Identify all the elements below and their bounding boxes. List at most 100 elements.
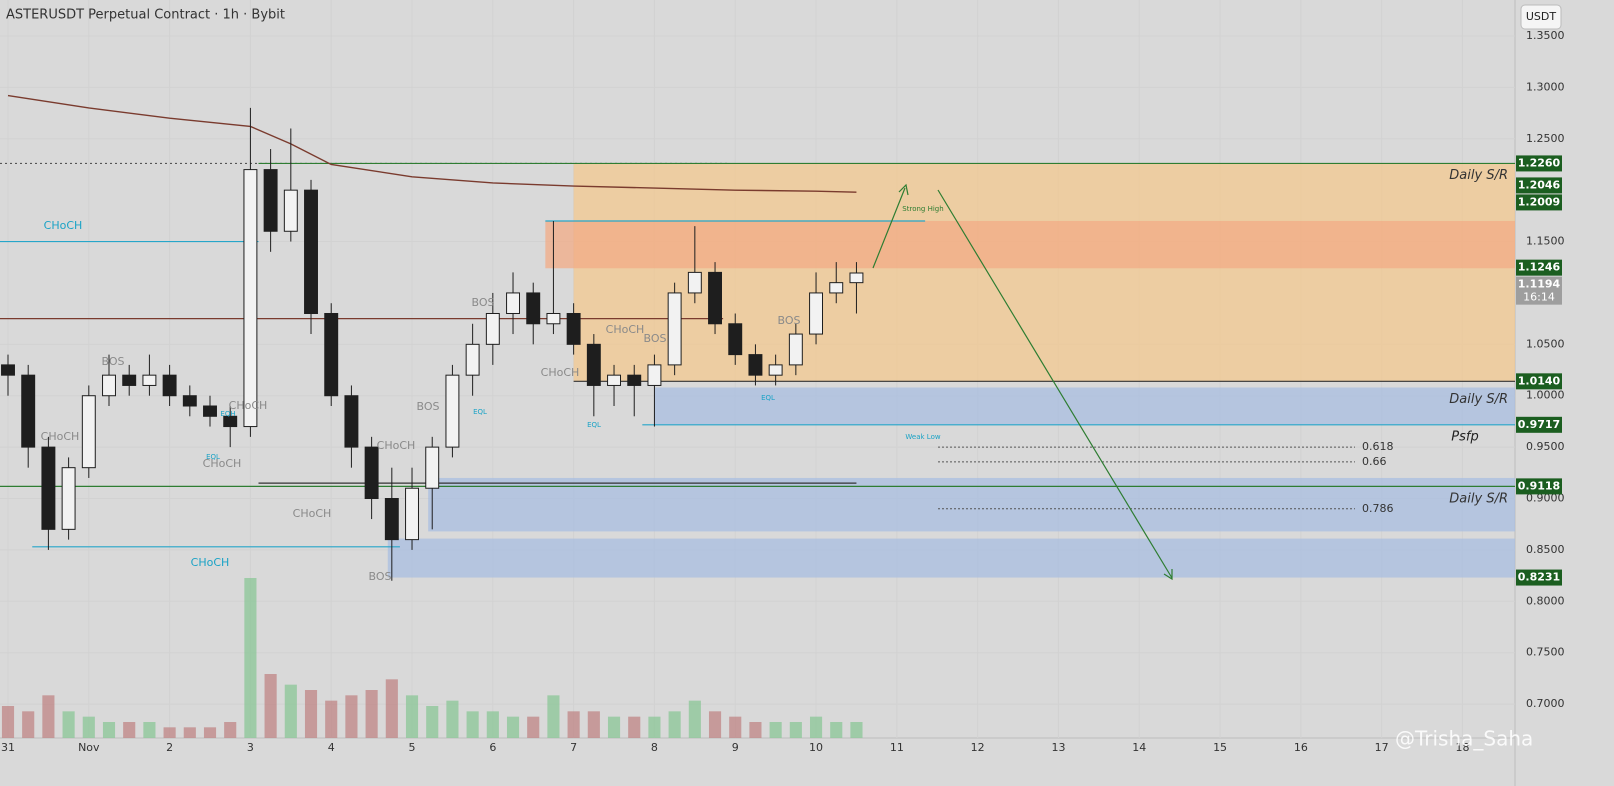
candle-body <box>304 189 318 314</box>
y-tick-label: 0.8000 <box>1526 594 1565 607</box>
price-label: 1.1246 <box>1518 261 1561 274</box>
volume-bar <box>527 716 540 738</box>
candle-body <box>627 374 642 386</box>
volume-bar <box>42 695 55 738</box>
x-tick-label: 31 <box>1 741 15 754</box>
price-label: 1.2046 <box>1518 178 1561 191</box>
price-label-box <box>1516 416 1562 433</box>
volume-bar <box>183 727 196 738</box>
volume-bar <box>102 722 116 738</box>
volume-bar <box>1 706 15 738</box>
annotation: BOS <box>102 355 125 368</box>
y-tick-label: 1.0500 <box>1526 337 1565 350</box>
candle-body <box>324 312 339 397</box>
price-label: 0.8231 <box>1518 571 1560 584</box>
volume-bar <box>426 706 439 738</box>
annotation: CHoCH <box>606 323 645 336</box>
volume-bar <box>567 711 580 738</box>
x-tick-label: 15 <box>1213 741 1227 754</box>
volume-bar <box>325 700 338 738</box>
annotation: CHoCH <box>44 219 83 232</box>
candle-body <box>142 374 157 386</box>
layers: 1.3500 1.3000 1.2500 1.1500 1.0500 1.0000 0.95… <box>0 28 1565 754</box>
price-label-countdown: 16:14 <box>1523 291 1555 304</box>
zone <box>387 538 1515 578</box>
volume-bar <box>486 711 499 738</box>
candle-body <box>445 374 460 448</box>
price-label-box <box>1516 569 1562 586</box>
annotation: CHoCH <box>191 556 230 569</box>
price-label-box <box>1516 259 1562 276</box>
annotation: EQH <box>220 410 235 418</box>
candle-body <box>21 374 36 448</box>
price-label: 1.1194 <box>1518 278 1561 291</box>
volume-bar <box>244 578 257 738</box>
annotation: BOS <box>644 332 667 345</box>
annotation: CHoCH <box>541 366 580 379</box>
candle-body <box>263 169 278 232</box>
zone <box>654 387 1515 425</box>
annotation: Strong High <box>902 205 943 213</box>
fib-label: 0.618 <box>1362 440 1394 453</box>
annotation: EQL <box>587 421 601 429</box>
watermark: @Trisha_Saha <box>1395 727 1533 751</box>
volume-bar <box>365 690 378 738</box>
x-tick-label: 13 <box>1051 741 1065 754</box>
volume-bar <box>850 722 863 738</box>
y-tick-label: 0.7000 <box>1526 697 1565 710</box>
fib-label: 0.786 <box>1362 502 1394 515</box>
x-tick-label: 16 <box>1294 741 1308 754</box>
price-label-box <box>1516 194 1562 211</box>
y-tick-label: 1.1500 <box>1526 235 1565 248</box>
zone-label: Daily S/R <box>1449 491 1508 506</box>
x-tick-label: 12 <box>971 741 985 754</box>
y-tick-label: 1.3500 <box>1526 29 1565 42</box>
annotation: EQL <box>761 394 775 402</box>
x-tick-label: 6 <box>489 741 496 754</box>
currency-button-label[interactable]: USDT <box>1526 10 1557 23</box>
candle-body <box>809 292 824 335</box>
volume-bar <box>22 711 35 738</box>
candle-body <box>506 292 520 314</box>
x-tick-label: 2 <box>166 741 173 754</box>
volume-bar <box>284 684 297 738</box>
volume-bar <box>345 695 358 738</box>
volume-bar <box>648 716 661 738</box>
annotation: CHoCH <box>41 430 80 443</box>
volume-bar <box>830 722 843 738</box>
annotation: BOS <box>417 400 440 413</box>
volume-bar <box>224 722 237 738</box>
candle-body <box>182 395 197 407</box>
zone <box>545 220 1515 269</box>
x-tick-label: 3 <box>247 741 254 754</box>
price-label: 1.2009 <box>1518 195 1560 208</box>
x-tick-label: 4 <box>328 741 335 754</box>
volume-bar <box>607 716 621 738</box>
volume-bar <box>708 711 722 738</box>
candle-body <box>607 374 621 386</box>
candle-body <box>162 374 177 397</box>
annotation: EQL <box>473 408 487 416</box>
price-label: 0.9717 <box>1518 418 1560 431</box>
x-tick-label: 8 <box>651 741 658 754</box>
price-label-box <box>1516 478 1562 495</box>
candle-body <box>647 364 662 386</box>
candle-body <box>687 271 702 294</box>
x-tick-label: 10 <box>809 741 823 754</box>
y-tick-label: 0.8500 <box>1526 543 1565 556</box>
x-tick-label: 9 <box>732 741 739 754</box>
currency-button[interactable] <box>1520 4 1562 30</box>
candle-body <box>223 415 238 428</box>
candle-body <box>788 333 803 366</box>
volume-bar <box>628 716 641 738</box>
candle-body <box>667 292 682 366</box>
candle-body <box>1 364 15 376</box>
volume-bar <box>203 727 217 738</box>
candle-body <box>768 364 783 376</box>
annotation: BOS <box>369 570 392 583</box>
volume-bar <box>506 716 520 738</box>
candle-body <box>405 487 419 541</box>
volume-bar <box>163 727 176 738</box>
